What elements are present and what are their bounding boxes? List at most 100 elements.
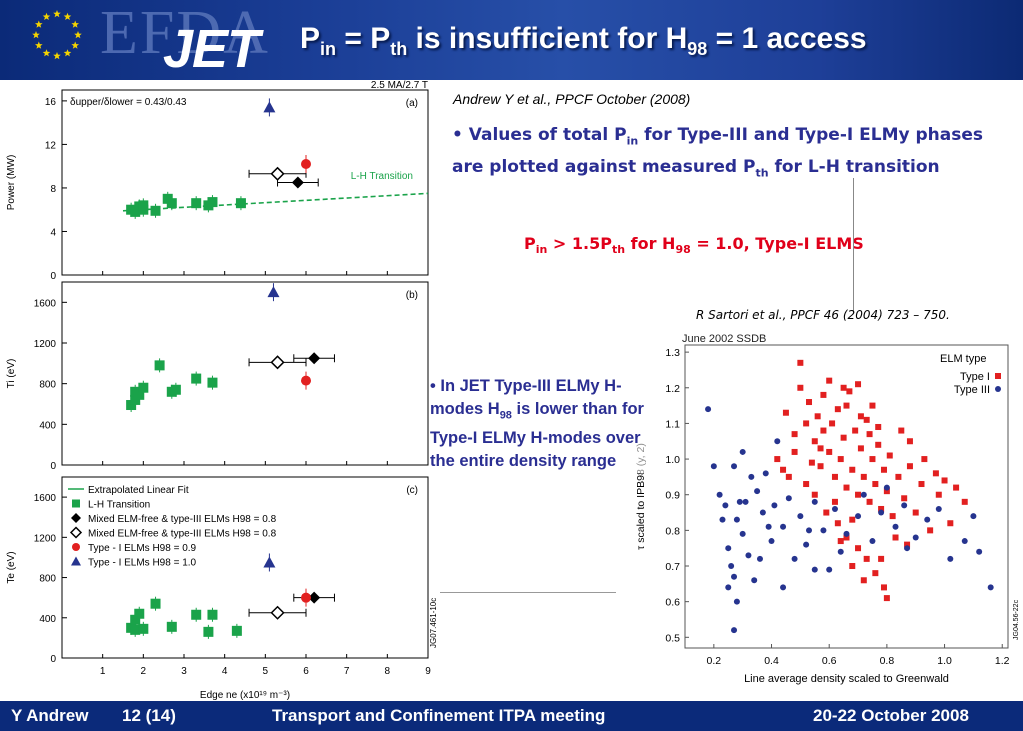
diamond-filled-marker (71, 513, 81, 523)
legend-label: Mixed ELM-free & type-III ELMs H98 = 0.8 (88, 514, 277, 525)
type-i-point (846, 388, 853, 395)
square-marker (138, 200, 149, 211)
type-i-point (782, 409, 789, 416)
square-marker (138, 382, 149, 393)
footer-bar: Y Andrew 12 (14) Transport and Confineme… (0, 701, 1023, 731)
y-tick-label: 0.5 (665, 632, 680, 644)
andrew-citation: Andrew Y et al., PPCF October (2008) (453, 91, 691, 107)
type-i-point (840, 384, 847, 391)
type-iii-point (768, 538, 775, 545)
panel-label: (a) (406, 98, 418, 109)
y-tick-label: 0.9 (665, 490, 680, 502)
type-i-point (834, 406, 841, 413)
y-tick-label: 0.8 (665, 525, 680, 537)
type-i-point (785, 473, 792, 480)
square-marker (191, 198, 202, 209)
type-i-point (829, 420, 836, 427)
diamond-open-marker (270, 166, 285, 181)
diamond-open-marker (69, 526, 83, 539)
type-iii-point (892, 523, 899, 530)
type-i-point (855, 545, 862, 552)
triangularity-label: δupper/δlower = 0.43/0.43 (70, 97, 187, 108)
triangle-marker (263, 101, 276, 113)
eu-star (35, 41, 43, 49)
type-i-point (889, 513, 896, 520)
square-marker (166, 198, 177, 209)
eu-star (32, 31, 40, 39)
type-iii-point (731, 573, 738, 580)
legend-label: Mixed ELM-free & type-III ELMs H98 = 0.8 (88, 529, 277, 540)
type-iii-point (803, 541, 810, 548)
y-tick-label: 1.0 (665, 454, 680, 466)
bullet-type-iii: • In JET Type-III ELMy H-modes H98 is lo… (430, 375, 662, 474)
footer-date: 20-22 October 2008 (813, 706, 969, 725)
footer-page: 12 (14) (122, 706, 176, 725)
type-i-point (863, 416, 870, 423)
type-iii-point (765, 523, 772, 530)
type-i-point (791, 431, 798, 438)
x-tick-label: 2 (141, 666, 147, 677)
type-iii-point (739, 530, 746, 537)
eu-star (63, 12, 72, 20)
square-marker (130, 614, 141, 625)
circle-marker (72, 543, 80, 551)
type-i-point (935, 491, 942, 498)
fit-line-label: L-H Transition (351, 171, 413, 182)
y-tick-label: 400 (39, 614, 56, 625)
type-i-point (849, 466, 856, 473)
type-i-point (904, 541, 911, 548)
y-tick-label: 4 (50, 227, 56, 238)
y-tick-label: 0 (50, 654, 56, 665)
type-iii-point (731, 463, 738, 470)
square-marker (150, 205, 161, 216)
circle-marker (301, 592, 311, 603)
x-tick-label: 0.2 (707, 655, 722, 667)
square-marker (154, 360, 165, 371)
plot-frame (61, 281, 429, 466)
x-tick-label: 0.4 (764, 655, 779, 667)
type-i-point (843, 402, 850, 409)
power-threshold-statement: Pin > 1.5Pth for H98 = 1.0, Type-I ELMS (524, 234, 864, 257)
type-iii-point (780, 584, 787, 591)
type-iii-point (797, 513, 804, 520)
x-tick-label: 1.0 (937, 655, 952, 667)
type-i-point (901, 495, 908, 502)
chart-title: June 2002 SSDB (682, 333, 766, 345)
type-i-point (820, 391, 827, 398)
type-iii-point (745, 552, 752, 559)
diamond-open-marker (270, 605, 285, 620)
type-iii-point (935, 505, 942, 512)
type-i-point (831, 498, 838, 505)
type-iii-point (987, 584, 994, 591)
square-marker (170, 384, 181, 395)
square-marker (191, 609, 202, 620)
title-banner: EFDA JET Pin = Pth is insufficient for H… (0, 0, 1023, 80)
type-i-point (921, 456, 928, 463)
eu-star (42, 12, 51, 20)
type-iii-point (811, 498, 818, 505)
type-iii-point (733, 516, 740, 523)
type-i-point (820, 427, 827, 434)
type-i-point (875, 423, 882, 430)
type-i-point (857, 445, 864, 452)
type-i-point (811, 438, 818, 445)
type-i-point (872, 481, 879, 488)
type-i-point (834, 520, 841, 527)
type-i-point (814, 413, 821, 420)
type-i-point (803, 420, 810, 427)
type-iii-point (754, 488, 761, 495)
footer-author: Y Andrew (11, 706, 89, 725)
type-i-point (797, 359, 804, 366)
diamond-filled-marker (291, 176, 304, 189)
type-i-point (875, 441, 882, 448)
square-marker (130, 206, 141, 217)
panel-label: (b) (406, 290, 418, 301)
y-tick-label: 1.1 (665, 418, 680, 430)
type-i-point (849, 516, 856, 523)
y-tick-label: 400 (39, 420, 56, 431)
x-tick-label: 4 (222, 666, 228, 677)
y-tick-label: 1.2 (665, 383, 680, 395)
type-i-point (811, 491, 818, 498)
type-iii-point (912, 534, 919, 541)
